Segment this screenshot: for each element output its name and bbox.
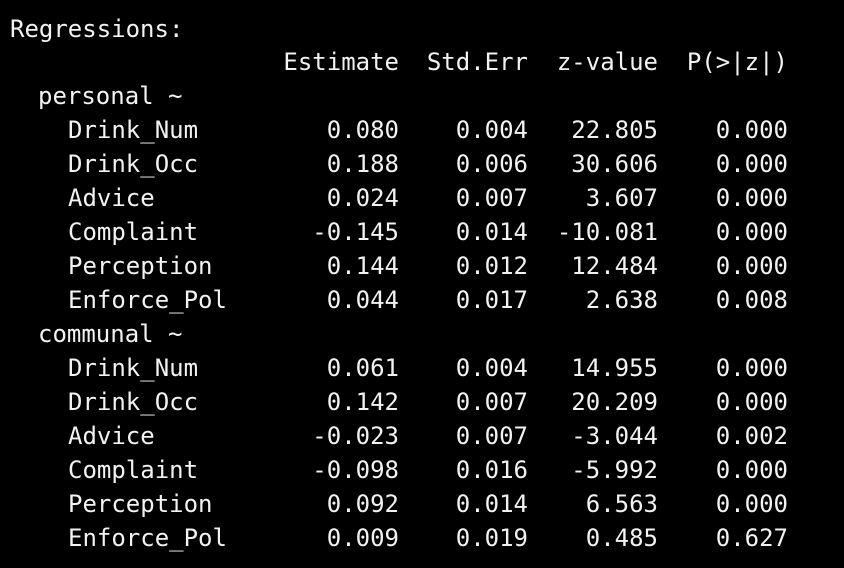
table-cell-std-err: 0.014 xyxy=(455,490,528,518)
table-cell-estimate: 0.144 xyxy=(326,252,399,280)
table-cell-z-value: 12.484 xyxy=(571,252,658,280)
column-header-std-err: Std.Err xyxy=(426,48,528,76)
table-row-label: Drink_Occ xyxy=(68,388,199,416)
table-cell-p-value: 0.000 xyxy=(715,456,788,484)
column-header-estimate: Estimate xyxy=(283,48,399,76)
table-cell-z-value: 2.638 xyxy=(585,286,658,314)
table-cell-std-err: 0.007 xyxy=(455,422,528,450)
table-row-label: Complaint xyxy=(68,218,199,246)
table-cell-std-err: 0.006 xyxy=(455,150,528,178)
table-cell-z-value: 0.485 xyxy=(585,524,658,552)
table-cell-z-value: 3.607 xyxy=(585,184,658,212)
column-header-p-value: P(>|z|) xyxy=(686,48,788,76)
table-cell-z-value: -5.992 xyxy=(571,456,658,484)
table-row-label: Enforce_Pol xyxy=(68,286,227,314)
table-row-label: Advice xyxy=(68,422,155,450)
table-cell-p-value: 0.000 xyxy=(715,116,788,144)
table-cell-p-value: 0.000 xyxy=(715,150,788,178)
table-cell-p-value: 0.000 xyxy=(715,388,788,416)
table-row-label: Enforce_Pol xyxy=(68,524,227,552)
table-cell-p-value: 0.002 xyxy=(715,422,788,450)
table-cell-p-value: 0.008 xyxy=(715,286,788,314)
group-label-communal: communal ~ xyxy=(38,320,183,348)
table-row-label: Drink_Num xyxy=(68,354,199,382)
table-cell-estimate: -0.023 xyxy=(312,422,399,450)
table-cell-z-value: 14.955 xyxy=(571,354,658,382)
table-cell-p-value: 0.000 xyxy=(715,252,788,280)
section-title: Regressions: xyxy=(10,15,184,43)
column-header-z-value: z-value xyxy=(556,48,658,76)
table-cell-std-err: 0.019 xyxy=(455,524,528,552)
table-cell-p-value: 0.000 xyxy=(715,354,788,382)
table-cell-z-value: 6.563 xyxy=(585,490,658,518)
table-cell-estimate: -0.098 xyxy=(312,456,399,484)
table-cell-p-value: 0.000 xyxy=(715,184,788,212)
table-cell-estimate: 0.024 xyxy=(326,184,399,212)
table-cell-estimate: 0.188 xyxy=(326,150,399,178)
table-cell-estimate: -0.145 xyxy=(312,218,399,246)
table-cell-std-err: 0.004 xyxy=(455,354,528,382)
table-cell-z-value: 22.805 xyxy=(571,116,658,144)
table-cell-estimate: 0.009 xyxy=(326,524,399,552)
table-cell-p-value: 0.000 xyxy=(715,218,788,246)
table-row-label: Drink_Occ xyxy=(68,150,199,178)
table-cell-z-value: 30.606 xyxy=(571,150,658,178)
table-row-label: Advice xyxy=(68,184,155,212)
table-cell-std-err: 0.014 xyxy=(455,218,528,246)
table-cell-std-err: 0.017 xyxy=(455,286,528,314)
table-cell-estimate: 0.080 xyxy=(326,116,399,144)
table-cell-z-value: -3.044 xyxy=(571,422,658,450)
group-label-personal: personal ~ xyxy=(38,82,183,110)
table-row-label: Drink_Num xyxy=(68,116,199,144)
table-cell-std-err: 0.007 xyxy=(455,388,528,416)
table-cell-std-err: 0.007 xyxy=(455,184,528,212)
table-cell-estimate: 0.142 xyxy=(326,388,399,416)
table-cell-z-value: -10.081 xyxy=(556,218,658,246)
table-cell-estimate: 0.061 xyxy=(326,354,399,382)
table-cell-z-value: 20.209 xyxy=(571,388,658,416)
table-row-label: Complaint xyxy=(68,456,199,484)
table-row-label: Perception xyxy=(68,490,213,518)
table-cell-std-err: 0.004 xyxy=(455,116,528,144)
table-cell-std-err: 0.012 xyxy=(455,252,528,280)
table-cell-std-err: 0.016 xyxy=(455,456,528,484)
table-cell-estimate: 0.092 xyxy=(326,490,399,518)
table-cell-estimate: 0.044 xyxy=(326,286,399,314)
table-cell-p-value: 0.627 xyxy=(715,524,788,552)
table-cell-p-value: 0.000 xyxy=(715,490,788,518)
table-row-label: Perception xyxy=(68,252,213,280)
